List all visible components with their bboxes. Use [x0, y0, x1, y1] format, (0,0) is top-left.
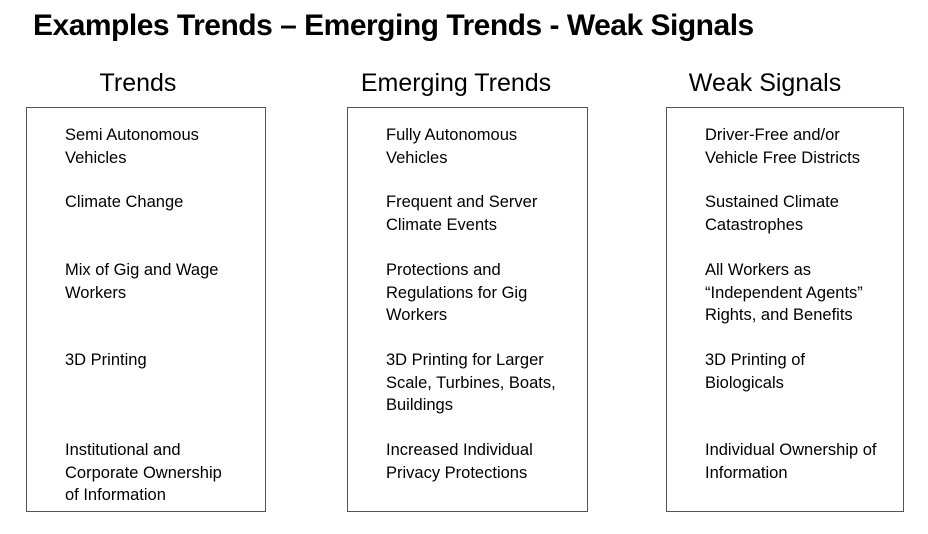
- column-header-trends: Trends: [99, 69, 177, 97]
- weak-signals-box: Driver-Free and/or Vehicle Free District…: [666, 107, 904, 512]
- weak-signal-item: Sustained Climate Catastrophes: [705, 193, 839, 234]
- column-header-emerging-trends: Emerging Trends: [360, 69, 552, 97]
- slide-title: Examples Trends – Emerging Trends - Weak…: [33, 9, 754, 42]
- emerging-trend-item: Protections and Regulations for Gig Work…: [386, 261, 528, 324]
- column-header-weak-signals: Weak Signals: [688, 69, 842, 97]
- trend-item: Climate Change: [65, 193, 184, 211]
- weak-signal-item: All Workers as “Independent Agents” Righ…: [705, 261, 863, 324]
- emerging-trends-box: Fully Autonomous Vehicles Frequent and S…: [347, 107, 588, 512]
- emerging-trend-item: 3D Printing for Larger Scale, Turbines, …: [386, 351, 556, 414]
- emerging-trend-item: Increased Individual Privacy Protections: [386, 441, 533, 482]
- trend-item: 3D Printing: [65, 351, 147, 369]
- emerging-trend-item: Fully Autonomous Vehicles: [386, 126, 518, 167]
- weak-signal-item: Driver-Free and/or Vehicle Free District…: [705, 126, 860, 167]
- emerging-trend-item: Frequent and Server Climate Events: [386, 193, 538, 234]
- trend-item: Institutional and Corporate Ownership of…: [65, 441, 222, 504]
- trend-item: Semi Autonomous Vehicles: [65, 126, 199, 167]
- trends-box: Semi Autonomous Vehicles Climate Change …: [26, 107, 266, 512]
- weak-signal-item: Individual Ownership of Information: [705, 441, 877, 482]
- weak-signal-item: 3D Printing of Biologicals: [705, 351, 805, 392]
- trend-item: Mix of Gig and Wage Workers: [65, 261, 219, 302]
